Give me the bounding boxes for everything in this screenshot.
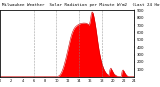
Text: Milwaukee Weather  Solar Radiation per Minute W/m2  (Last 24 Hours): Milwaukee Weather Solar Radiation per Mi… [2,3,160,7]
